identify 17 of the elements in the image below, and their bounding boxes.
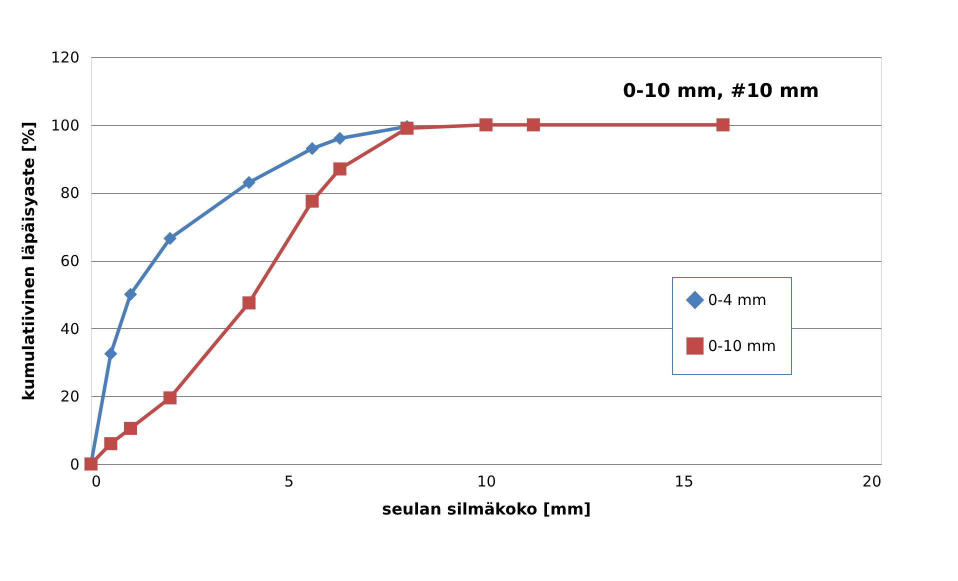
y-tick-label: 120 — [50, 48, 80, 66]
x-axis-title: seulan silmäkoko [mm] — [382, 500, 591, 518]
legend-label: 0-10 mm — [708, 337, 776, 355]
y-tick-label: 60 — [60, 252, 80, 270]
x-tick-label: 10 — [476, 472, 496, 490]
x-tick-label: 20 — [862, 472, 882, 490]
x-tick-label: 5 — [284, 472, 294, 490]
y-tick-label: 20 — [60, 388, 80, 406]
y-tick-label: 0 — [70, 456, 80, 474]
legend-label: 0-4 mm — [708, 291, 766, 309]
y-axis-title: kumulatiivinen läpäisyaste [%] — [18, 121, 38, 401]
y-tick-label: 80 — [60, 184, 80, 202]
x-tick-label: 15 — [674, 472, 694, 490]
annotation: 0-10 mm, #10 mm — [622, 80, 819, 102]
y-tick-label: 40 — [60, 320, 80, 338]
y-tick-label: 100 — [50, 116, 80, 134]
x-tick-label: 0 — [92, 472, 102, 490]
